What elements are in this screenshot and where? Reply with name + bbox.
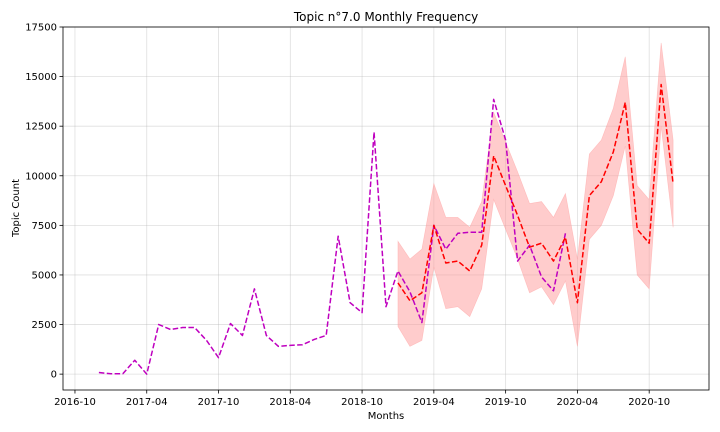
x-tick-label: 2017-10	[198, 397, 240, 408]
y-axis-ticks: 0 2500 5000 7500 10000 12500 15000 17500	[25, 23, 63, 381]
series-line	[98, 98, 567, 375]
x-tick-label: 2020-04	[557, 397, 599, 408]
x-tick-label: 2019-10	[485, 397, 527, 408]
y-tick-label: 7500	[32, 221, 57, 232]
y-tick-label: 10000	[25, 171, 57, 182]
prediction-band	[397, 42, 674, 347]
confidence-band	[397, 42, 674, 347]
y-tick-label: 2500	[32, 320, 57, 331]
x-tick-label: 2020-10	[628, 397, 670, 408]
series-lines	[98, 83, 674, 375]
x-tick-label: 2016-10	[54, 397, 96, 408]
x-tick-label: 2019-04	[413, 397, 455, 408]
y-tick-label: 15000	[25, 72, 57, 83]
y-tick-label: 12500	[25, 122, 57, 133]
x-axis-ticks: 2016-10 2017-04 2017-10 2018-04 2018-10 2019-…	[54, 390, 670, 408]
x-tick-label: 2018-04	[269, 397, 311, 408]
y-tick-label: 5000	[32, 270, 57, 281]
x-tick-label: 2017-04	[126, 397, 168, 408]
x-tick-label: 2018-10	[341, 397, 383, 408]
x-axis-label: Months	[368, 411, 405, 422]
y-tick-label: 0	[51, 370, 57, 381]
plot-area-frame	[62, 26, 710, 391]
series-line	[397, 83, 674, 304]
y-tick-label: 17500	[25, 23, 57, 34]
y-axis-label: Topic Count	[11, 179, 22, 238]
chart-title: Topic n°7.0 Monthly Frequency	[293, 10, 478, 24]
